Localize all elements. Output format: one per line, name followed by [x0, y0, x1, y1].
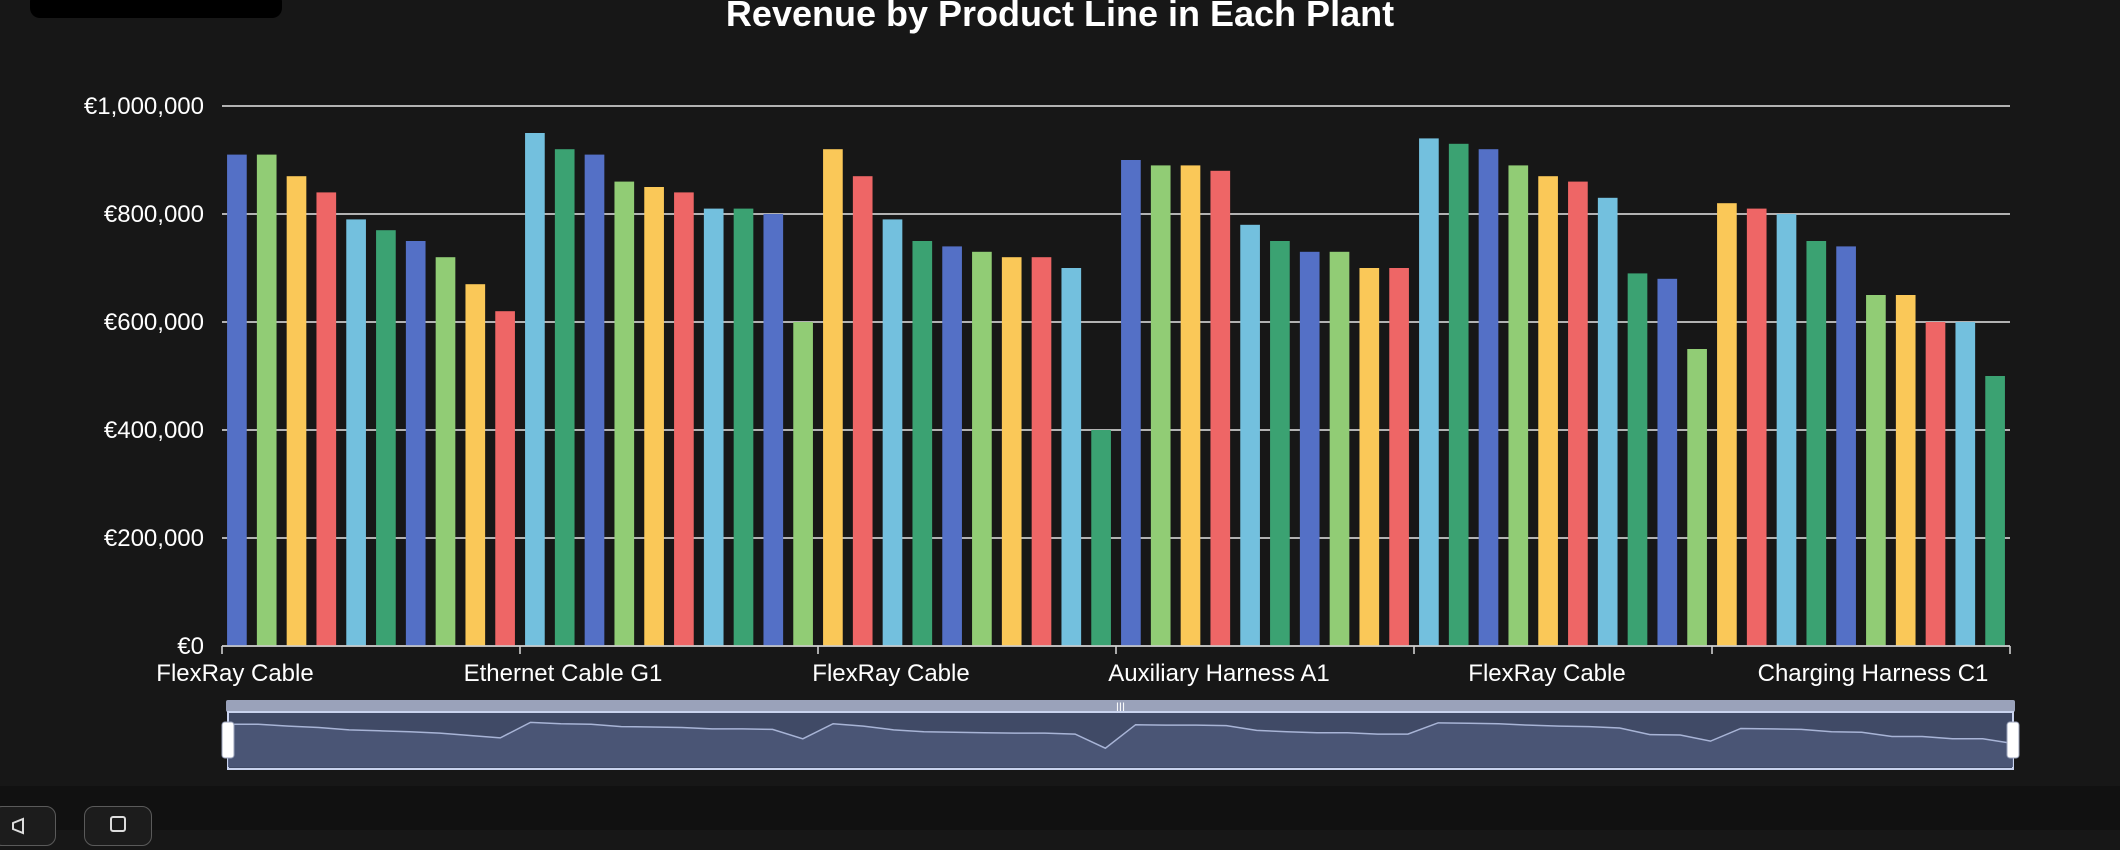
- bar[interactable]: [763, 214, 784, 646]
- bar[interactable]: [793, 322, 813, 646]
- bar[interactable]: [1329, 251, 1350, 647]
- bar[interactable]: [1508, 165, 1529, 646]
- bar[interactable]: [1121, 160, 1141, 646]
- bar[interactable]: [1240, 224, 1260, 647]
- x-tick-label: FlexRay Cable: [812, 660, 969, 687]
- y-tick-label: €800,000: [104, 201, 204, 228]
- zoom-left-handle[interactable]: [221, 721, 235, 759]
- y-tick-label: €1,000,000: [84, 93, 204, 120]
- bar[interactable]: [1806, 241, 1827, 646]
- bar[interactable]: [823, 149, 843, 646]
- bar[interactable]: [1568, 181, 1588, 646]
- bar[interactable]: [1210, 170, 1231, 647]
- bar[interactable]: [316, 192, 337, 646]
- bar[interactable]: [1031, 257, 1052, 646]
- bar[interactable]: [1717, 203, 1737, 646]
- bar[interactable]: [674, 192, 694, 646]
- bar[interactable]: [972, 251, 992, 647]
- bar[interactable]: [435, 257, 456, 646]
- zoom-right-handle[interactable]: [2006, 721, 2020, 759]
- y-tick-label: €600,000: [104, 309, 204, 336]
- bar[interactable]: [1836, 246, 1856, 646]
- bar[interactable]: [1180, 165, 1201, 646]
- bar[interactable]: [1448, 143, 1469, 647]
- top-pill: [30, 0, 282, 18]
- bar[interactable]: [1150, 165, 1171, 646]
- zoom-preview-line: [228, 721, 2014, 750]
- bar[interactable]: [1270, 241, 1290, 646]
- y-tick-label: €200,000: [104, 525, 204, 552]
- bar[interactable]: [465, 284, 486, 646]
- bar[interactable]: [1627, 273, 1648, 646]
- bar[interactable]: [227, 154, 247, 646]
- x-axis: FlexRay Cable Ethernet Cable G1 FlexRay Ca…: [156, 645, 2011, 687]
- chart-title: Revenue by Product Line in Each Plant: [725, 0, 1395, 34]
- x-tick-label: FlexRay Cable: [156, 660, 313, 687]
- bar[interactable]: [1389, 268, 1409, 646]
- x-tick-label: Charging Harness C1: [1758, 660, 1989, 687]
- y-tick-label: €400,000: [104, 417, 204, 444]
- bar[interactable]: [525, 133, 545, 646]
- bar[interactable]: [1955, 322, 1976, 646]
- bar[interactable]: [256, 154, 277, 646]
- bottom-toolbar: [0, 786, 2120, 830]
- bar[interactable]: [1895, 295, 1916, 646]
- zoom-preview-area: [228, 722, 2013, 767]
- bar[interactable]: [346, 219, 366, 646]
- zoom-move-handle[interactable]: [226, 700, 2015, 712]
- data-zoom-slider[interactable]: |||: [221, 700, 2020, 770]
- bar[interactable]: [852, 176, 873, 646]
- bar[interactable]: [554, 149, 575, 646]
- bar[interactable]: [882, 219, 903, 646]
- bar[interactable]: [1061, 268, 1082, 646]
- bar[interactable]: [495, 311, 515, 646]
- bar[interactable]: [703, 208, 724, 646]
- bar[interactable]: [584, 154, 605, 646]
- x-tick-label: FlexRay Cable: [1468, 660, 1625, 687]
- bar[interactable]: [1776, 214, 1797, 646]
- bar[interactable]: [286, 176, 307, 646]
- y-tick-label: €0: [177, 633, 204, 660]
- bar[interactable]: [1925, 322, 1946, 646]
- bar[interactable]: [912, 241, 933, 646]
- bar[interactable]: [405, 241, 426, 646]
- bar[interactable]: [1091, 430, 1111, 646]
- x-tick-label: Auxiliary Harness A1: [1108, 660, 1329, 687]
- bar[interactable]: [644, 187, 664, 646]
- bar[interactable]: [376, 230, 396, 646]
- bar-chart: €0 €200,000 €400,000 €600,000 €800,000 €1,000…: [84, 93, 2020, 770]
- bar[interactable]: [1299, 251, 1320, 647]
- bars: [227, 133, 2005, 647]
- device-icon[interactable]: [84, 806, 152, 846]
- bar[interactable]: [1687, 349, 1707, 646]
- bar[interactable]: [1657, 278, 1678, 646]
- bar[interactable]: [1538, 176, 1558, 646]
- x-tick-label: Ethernet Cable G1: [464, 660, 663, 687]
- megaphone-icon[interactable]: [0, 806, 56, 846]
- bar[interactable]: [942, 246, 962, 646]
- zoom-grip-icon: |||: [1116, 700, 1125, 714]
- bar[interactable]: [1746, 208, 1767, 646]
- bar[interactable]: [1359, 268, 1380, 646]
- bar[interactable]: [614, 181, 635, 646]
- bar[interactable]: [1478, 149, 1499, 646]
- bar[interactable]: [1866, 295, 1886, 646]
- bar[interactable]: [1597, 197, 1618, 647]
- bar[interactable]: [1419, 138, 1439, 646]
- bar[interactable]: [1985, 376, 2005, 646]
- bar[interactable]: [733, 208, 754, 646]
- bar[interactable]: [1001, 257, 1022, 646]
